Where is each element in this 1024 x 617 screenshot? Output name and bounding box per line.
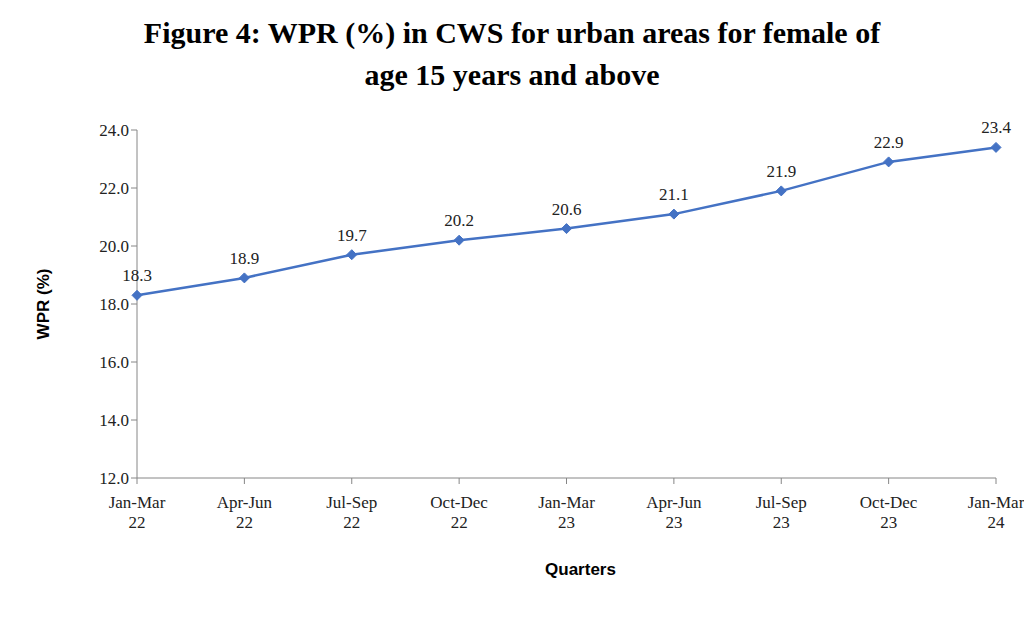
svg-text:Jan-Mar22: Jan-Mar22 <box>109 493 166 532</box>
svg-text:18.3: 18.3 <box>122 266 152 285</box>
html-text:Figure 4: WPR (%) in CWS for u: Figure 4: WPR (%) in CWS for urban areas… <box>143 16 881 91</box>
svg-text:20.6: 20.6 <box>552 200 582 219</box>
svg-text:18.9: 18.9 <box>230 249 260 268</box>
svg-text:23.4: 23.4 <box>981 118 1011 137</box>
svg-text:Jul-Sep23: Jul-Sep23 <box>756 493 807 532</box>
svg-text:19.7: 19.7 <box>337 226 367 245</box>
svg-text:Jan-Mar23: Jan-Mar23 <box>538 493 595 532</box>
svg-text:22.0: 22.0 <box>99 179 129 198</box>
svg-text:21.1: 21.1 <box>659 185 689 204</box>
svg-text:Oct-Dec23: Oct-Dec23 <box>860 493 918 532</box>
svg-text:Jul-Sep22: Jul-Sep22 <box>326 493 377 532</box>
svg-text:Apr-Jun22: Apr-Jun22 <box>217 493 273 532</box>
svg-text:Jan-Mar24: Jan-Mar24 <box>968 493 1016 532</box>
svg-text:21.9: 21.9 <box>766 162 796 181</box>
svg-text:Apr-Jun23: Apr-Jun23 <box>646 493 702 532</box>
svg-text:24.0: 24.0 <box>99 121 129 140</box>
svg-text:14.0: 14.0 <box>99 411 129 430</box>
html-text:WPR (%): WPR (%) <box>34 268 53 340</box>
svg-text:Oct-Dec22: Oct-Dec22 <box>430 493 488 532</box>
svg-text:22.9: 22.9 <box>874 133 904 152</box>
svg-text:16.0: 16.0 <box>99 353 129 372</box>
svg-text:18.0: 18.0 <box>99 295 129 314</box>
html-text:Quarters: Quarters <box>545 560 616 579</box>
svg-text:12.0: 12.0 <box>99 469 129 488</box>
svg-text:20.2: 20.2 <box>444 211 474 230</box>
svg-text:20.0: 20.0 <box>99 237 129 256</box>
